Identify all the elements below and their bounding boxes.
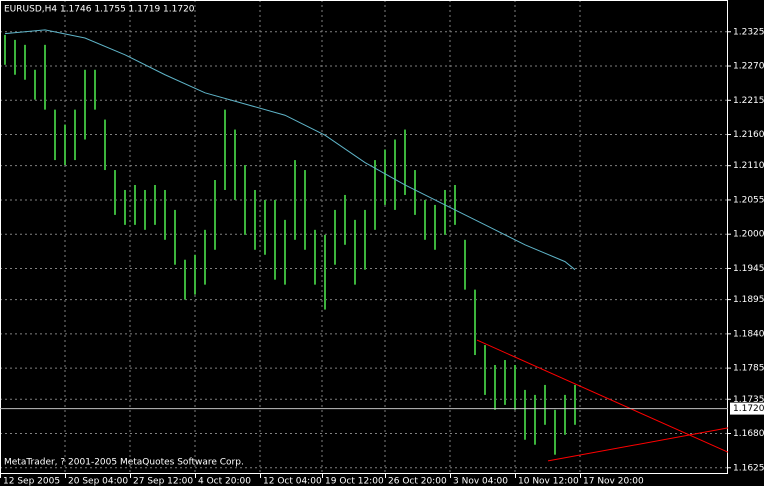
y-tick-label: 1.2160 [733, 130, 764, 140]
y-tick-label: 1.1785 [733, 364, 764, 374]
trendline [476, 339, 729, 453]
chart-title: EURUSD,H4 1.1746 1.1755 1.1719 1.1720 [4, 5, 195, 15]
y-tick-label: 1.2215 [733, 96, 764, 106]
y-tick-label: 1.1840 [733, 329, 764, 339]
y-tick-label: 1.1625 [733, 463, 764, 473]
x-tick-label: 4 Oct 20:00 [198, 477, 251, 486]
x-tick-label: 3 Nov 04:00 [453, 477, 508, 486]
y-tick-label: 1.1945 [733, 264, 764, 274]
x-tick-label: 17 Nov 20:00 [583, 477, 644, 486]
x-tick-label: 27 Sep 12:00 [133, 477, 193, 486]
x-tick-label: 10 Nov 12:00 [518, 477, 579, 486]
y-tick-label: 1.2325 [733, 27, 764, 37]
y-tick-label: 1.2000 [733, 230, 764, 240]
y-tick-label: 1.1680 [733, 429, 764, 439]
y-tick-label: 1.2110 [733, 161, 764, 171]
copyright: MetaTrader, ? 2001-2005 MetaQuotes Softw… [4, 458, 244, 468]
x-tick-label: 20 Sep 04:00 [68, 477, 128, 486]
y-tick-label: 1.1735 [733, 395, 764, 405]
price-label-box [730, 402, 764, 415]
trendline [547, 427, 729, 462]
x-tick-label: 19 Oct 12:00 [325, 477, 384, 486]
moving-average [4, 29, 576, 271]
y-tick-label: 1.2270 [733, 62, 764, 72]
x-tick-label: 12 Sep 2005 [3, 477, 60, 486]
x-tick-label: 12 Oct 04:00 [263, 477, 322, 486]
plot-frame [0, 0, 728, 474]
x-tick-label: 26 Oct 20:00 [388, 477, 447, 486]
price-label: 1.1720 [733, 404, 764, 414]
y-tick-label: 1.1895 [733, 295, 764, 305]
y-tick-label: 1.2055 [733, 195, 764, 205]
